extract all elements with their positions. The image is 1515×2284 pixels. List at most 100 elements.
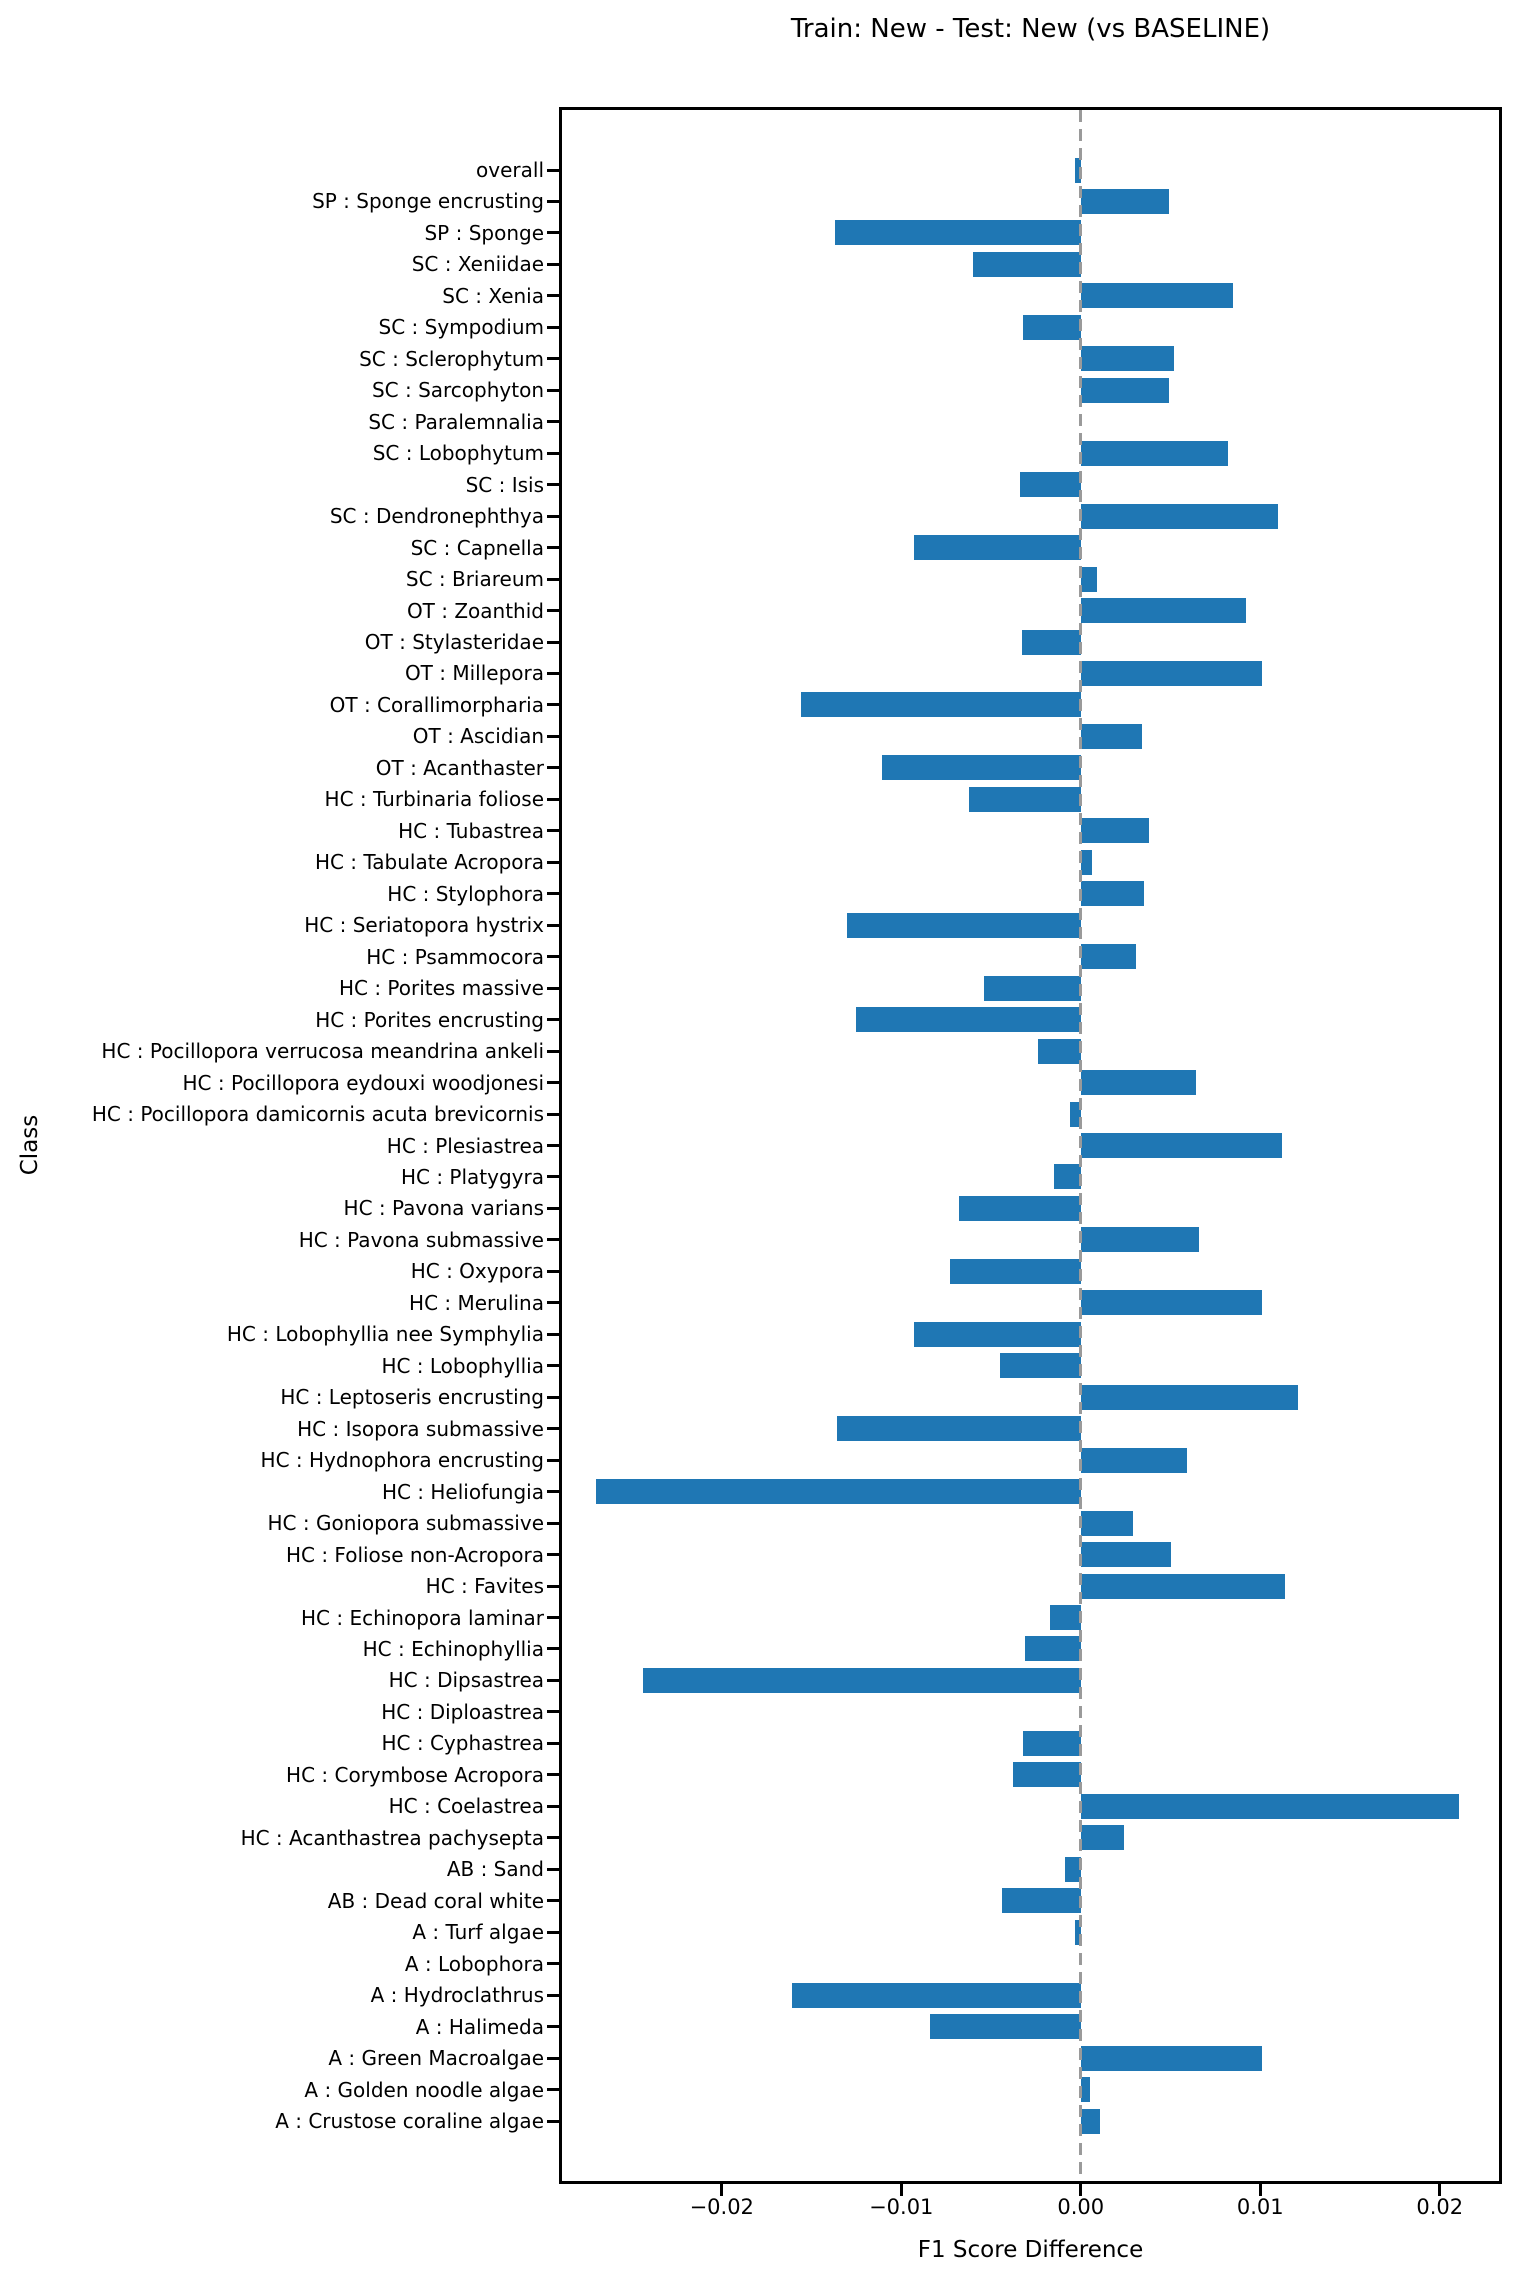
bar xyxy=(1080,1384,1298,1410)
y-tick xyxy=(547,325,559,329)
category-label: HC : Favites xyxy=(425,1574,544,1599)
x-tick-label: −0.01 xyxy=(869,2195,934,2219)
bar xyxy=(983,975,1081,1001)
y-tick xyxy=(547,514,559,518)
bar xyxy=(1080,283,1234,309)
category-label: OT : Zoanthid xyxy=(406,598,544,623)
category-label: SC : Xeniidae xyxy=(411,252,544,277)
bar xyxy=(999,1353,1081,1379)
y-tick xyxy=(547,1144,559,1147)
y-tick xyxy=(547,2025,559,2029)
bar xyxy=(1075,157,1081,183)
y-tick xyxy=(547,1616,559,1620)
bar xyxy=(1012,1762,1081,1788)
bar xyxy=(1080,566,1097,592)
category-label: HC : Isopora submassive xyxy=(297,1416,544,1441)
y-tick xyxy=(547,451,559,455)
y-tick xyxy=(547,483,559,487)
y-tick xyxy=(547,766,559,770)
bar xyxy=(1080,1573,1286,1599)
y-tick xyxy=(547,986,559,990)
y-tick xyxy=(547,1804,559,1808)
category-label: HC : Pavona varians xyxy=(343,1196,544,1221)
category-label: SC : Dendronephthya xyxy=(329,504,544,529)
bar xyxy=(913,535,1081,561)
bar xyxy=(1080,1447,1187,1473)
x-tick-label: 0.01 xyxy=(1236,2195,1284,2219)
y-tick xyxy=(547,546,559,550)
y-tick xyxy=(547,1962,559,1966)
y-tick xyxy=(547,1773,559,1777)
category-label: SP : Sponge xyxy=(424,220,544,245)
bar xyxy=(1080,818,1149,844)
y-tick xyxy=(547,734,559,738)
x-tick xyxy=(1258,2184,1262,2196)
category-label: A : Turf algae xyxy=(412,1920,544,1945)
y-tick xyxy=(547,1395,559,1399)
y-tick xyxy=(547,1175,559,1179)
category-label: HC : Pocillopora verrucosa meandrina ank… xyxy=(101,1039,544,1064)
category-label: SP : Sponge encrusting xyxy=(312,189,544,214)
category-label: HC : Cyphastrea xyxy=(381,1731,545,1756)
y-tick xyxy=(547,388,559,392)
bar xyxy=(958,1195,1081,1221)
bar xyxy=(596,1479,1081,1505)
bar xyxy=(949,1258,1081,1284)
category-label: HC : Oxypora xyxy=(410,1259,544,1284)
bar xyxy=(800,692,1081,718)
category-label: HC : Porites massive xyxy=(338,976,544,1001)
y-tick xyxy=(547,1647,559,1651)
y-tick xyxy=(547,1269,559,1273)
y-tick xyxy=(547,829,559,833)
x-tick-label: 0.00 xyxy=(1057,2195,1105,2219)
bar xyxy=(791,1982,1081,2008)
bar xyxy=(1080,723,1142,749)
category-label: SC : Xenia xyxy=(442,283,544,308)
category-label: AB : Sand xyxy=(446,1857,544,1882)
category-label: HC : Pavona submassive xyxy=(298,1227,544,1252)
bar xyxy=(1080,377,1169,403)
category-label: HC : Echinophyllia xyxy=(362,1636,544,1661)
bar xyxy=(1080,660,1263,686)
bar xyxy=(1080,1542,1171,1568)
chart-title: Train: New - Test: New (vs BASELINE) xyxy=(790,14,1271,44)
bar xyxy=(1080,440,1228,466)
category-label: SC : Sclerophytum xyxy=(359,346,544,371)
y-tick xyxy=(547,1741,559,1745)
bar xyxy=(836,1416,1081,1442)
bar xyxy=(929,2014,1081,2040)
category-label: HC : Goniopora submassive xyxy=(267,1511,545,1536)
bar xyxy=(1037,1038,1081,1064)
y-tick xyxy=(547,1710,559,1714)
bar xyxy=(1080,881,1144,907)
y-tick xyxy=(547,860,559,864)
y-tick xyxy=(547,1899,559,1903)
bar xyxy=(969,786,1081,812)
x-tick-label: −0.02 xyxy=(689,2195,754,2219)
bar xyxy=(913,1321,1081,1347)
category-label: HC : Acanthastrea pachysepta xyxy=(240,1825,544,1850)
category-label: HC : Pocillopora damicornis acuta brevic… xyxy=(91,1102,544,1127)
category-label: HC : Lobophyllia xyxy=(381,1353,544,1378)
category-label: HC : Seriatopora hystrix xyxy=(304,913,544,938)
bar xyxy=(1080,598,1246,624)
category-label: HC : Porites encrusting xyxy=(315,1007,544,1032)
y-tick xyxy=(547,955,559,959)
bar xyxy=(881,755,1081,781)
y-tick xyxy=(547,577,559,581)
category-label: A : Halimeda xyxy=(415,2014,544,2039)
category-label: HC : Leptoseris encrusting xyxy=(280,1385,544,1410)
y-tick xyxy=(547,420,559,424)
category-label: A : Crustose coraline algae xyxy=(275,2109,544,2133)
category-label: A : Lobophora xyxy=(404,1951,544,1976)
category-label: OT : Stylasteridae xyxy=(364,630,544,655)
category-label: OT : Acanthaster xyxy=(375,755,544,780)
bar xyxy=(1080,1510,1133,1536)
category-label: HC : Corymbose Acropora xyxy=(286,1762,544,1787)
category-label: HC : Stylophora xyxy=(387,881,544,906)
y-tick xyxy=(547,609,559,613)
y-tick xyxy=(547,1081,559,1085)
bar xyxy=(1021,629,1081,655)
y-tick xyxy=(547,1332,559,1336)
category-label: OT : Corallimorpharia xyxy=(329,692,544,717)
